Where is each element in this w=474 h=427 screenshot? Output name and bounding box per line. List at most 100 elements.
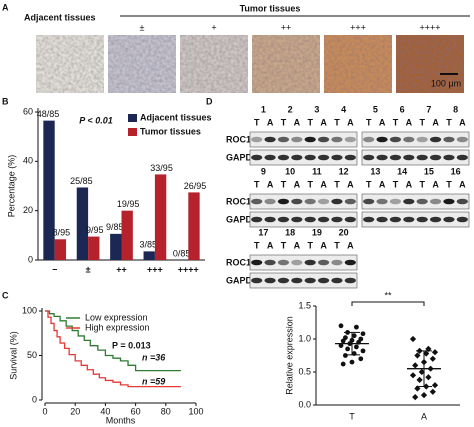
lane-number: 11 — [312, 166, 322, 176]
lane-label: A — [459, 179, 466, 189]
point — [345, 346, 350, 352]
lane-label: T — [254, 179, 260, 189]
scale-bar-label: 100 μm — [431, 78, 461, 88]
blot-band — [363, 154, 375, 161]
blot-band — [389, 216, 402, 223]
annotation: P = 0.013 — [112, 340, 151, 350]
legend-swatch — [128, 114, 137, 122]
blot-band — [429, 136, 442, 143]
legend-label: Adjacent tissues — [140, 112, 212, 122]
sig-bracket — [351, 301, 425, 306]
band-label: ROC1 — [226, 196, 251, 206]
blot-band — [251, 136, 263, 143]
grade-label: ++ — [281, 22, 292, 32]
point — [349, 359, 355, 365]
panel-label: B — [2, 96, 9, 106]
blot-band — [251, 154, 263, 161]
tissue-image — [36, 35, 104, 93]
blot-band — [264, 216, 276, 223]
blot-band — [317, 216, 330, 223]
lane-number: 16 — [451, 166, 461, 176]
x-tick-label: 20 — [70, 406, 80, 416]
value-label: 9/95 — [86, 225, 104, 235]
lane-label: T — [334, 179, 340, 189]
lane-label: T — [393, 117, 399, 127]
value-label: 26/95 — [184, 181, 207, 191]
blot-band — [331, 259, 343, 266]
blot-band — [416, 216, 428, 223]
lane-label: A — [347, 179, 354, 189]
blot-band — [264, 198, 276, 205]
value-label: 0/85 — [173, 248, 191, 258]
point — [425, 374, 432, 381]
lane-number: 6 — [400, 104, 405, 114]
lane-label: T — [281, 179, 287, 189]
panel-label: D — [206, 96, 213, 106]
blot-band — [443, 154, 455, 161]
lane-label: A — [320, 117, 327, 127]
blot-band — [344, 259, 356, 266]
point — [351, 333, 357, 339]
blot-strip — [249, 193, 358, 210]
blot-band — [344, 136, 356, 143]
blot-band — [331, 277, 343, 284]
blot-band — [251, 259, 263, 266]
y-tick-label: 50 — [27, 350, 37, 360]
x-tick-label: 0 — [42, 406, 47, 416]
bar — [43, 120, 55, 260]
x-tick-label: ± — [86, 264, 91, 274]
blot-band — [304, 216, 316, 223]
lane-label: A — [267, 117, 274, 127]
legend-swatch — [128, 128, 137, 136]
blot-band — [389, 154, 402, 161]
x-tick-label: 40 — [100, 406, 110, 416]
lane-label: T — [334, 240, 340, 250]
point — [340, 338, 346, 344]
blot-band — [389, 136, 402, 143]
blot-band — [456, 198, 468, 205]
tissue-image — [396, 35, 464, 93]
blot-band — [291, 216, 303, 223]
blot-band — [456, 216, 468, 223]
blot-band — [304, 198, 316, 205]
lane-label: A — [267, 240, 274, 250]
blot-strip — [249, 254, 358, 271]
blot-band — [363, 216, 375, 223]
lane-label: T — [254, 117, 260, 127]
y-tick-label: 100 — [22, 305, 37, 315]
lane-number: 1 — [261, 104, 266, 114]
band-label: GAPDH — [226, 275, 259, 285]
band-label: ROC1 — [226, 134, 251, 144]
y-tick-label: 1.0 — [298, 333, 311, 343]
point — [360, 331, 366, 337]
y-tick-label: 60 — [23, 106, 33, 116]
lane-number: 7 — [426, 104, 431, 114]
point — [343, 353, 348, 358]
point — [429, 355, 436, 362]
annotation: n =59 — [142, 376, 165, 386]
point — [423, 350, 430, 357]
tissue-image — [324, 35, 392, 93]
lane-label: A — [294, 117, 301, 127]
lane-label: T — [307, 240, 313, 250]
panel-label: C — [2, 290, 9, 300]
value-label: 8/95 — [53, 228, 71, 238]
tissue-image — [180, 35, 248, 93]
blot-band — [317, 277, 330, 284]
blot-band — [304, 136, 316, 143]
value-label: 3/85 — [139, 240, 157, 250]
bar — [121, 210, 133, 260]
x-tick-label: ++++ — [178, 264, 199, 274]
lane-label: A — [320, 240, 327, 250]
tissue-image — [108, 35, 176, 93]
point — [420, 391, 428, 399]
y-tick-label: 0.5 — [298, 366, 311, 376]
point — [412, 362, 419, 369]
grade-label: +++ — [350, 22, 366, 32]
blot-band — [403, 198, 415, 205]
blot-band — [264, 277, 276, 284]
blot-band — [344, 277, 356, 284]
blot-band — [277, 154, 290, 161]
blot-band — [416, 198, 428, 205]
blot-band — [403, 216, 415, 223]
